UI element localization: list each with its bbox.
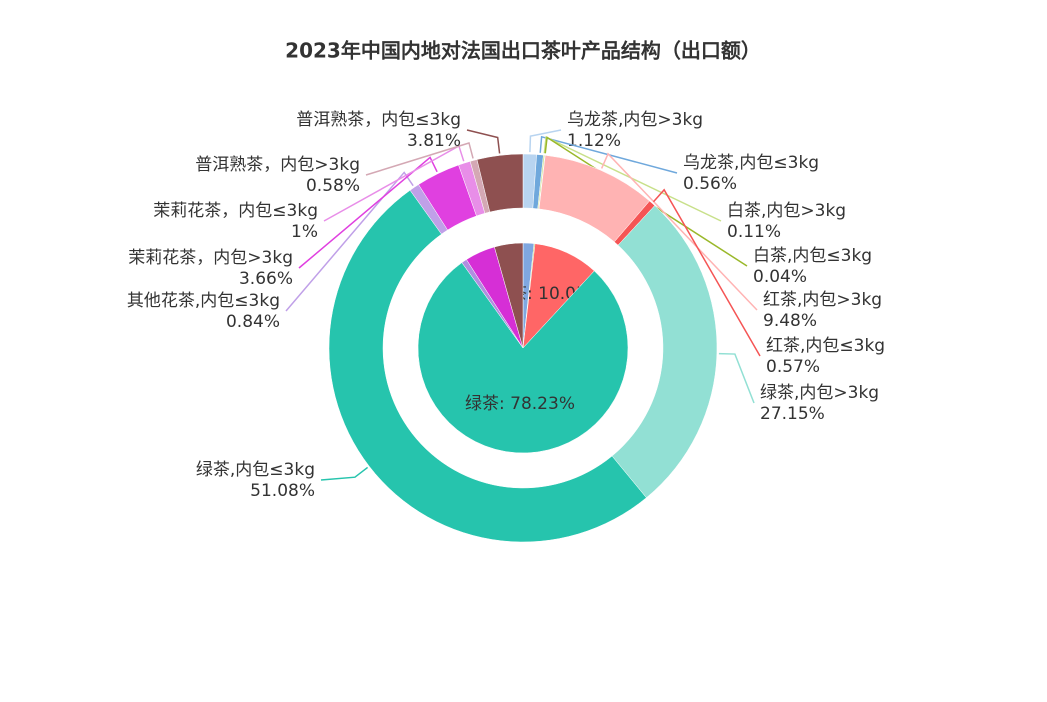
slice-value-label: 0.57% <box>766 357 820 377</box>
slice-label: 茉莉花茶，内包≤3kg <box>153 201 318 221</box>
leader-line <box>539 135 678 174</box>
slice-value-label: 3.66% <box>239 269 293 289</box>
slice-label: 乌龙茶,内包>3kg <box>567 110 703 130</box>
leader-line <box>600 152 758 311</box>
leader-line <box>544 136 748 267</box>
slice-label: 普洱熟茶，内包≤3kg <box>296 109 461 130</box>
slice-label: 红茶,内包>3kg <box>763 290 882 310</box>
slice-value-label: 9.48% <box>763 311 817 331</box>
slice-label: 绿茶,内包>3kg <box>760 383 879 403</box>
slice-label: 普洱熟茶，内包>3kg <box>195 154 360 175</box>
leader-line <box>652 188 761 357</box>
slice-label: 绿茶,内包≤3kg <box>196 460 315 480</box>
leader-line <box>365 142 474 176</box>
leader-line <box>543 136 722 222</box>
slice-value-label: 0.84% <box>226 312 280 332</box>
leader-line <box>529 129 562 153</box>
pie-slice <box>417 262 629 454</box>
slice-value-label: 27.15% <box>760 404 825 424</box>
pie-slice <box>476 153 524 213</box>
slice-label: 白茶,内包≤3kg <box>753 246 872 266</box>
slice-label: 红茶,内包≤3kg <box>766 336 885 356</box>
slice-value-label: 0.56% <box>683 174 737 194</box>
slice-label: 其他花茶,内包≤3kg <box>127 291 280 311</box>
leader-line <box>298 156 438 269</box>
leader-line <box>320 466 369 481</box>
slice-value-label: 51.08% <box>250 481 315 501</box>
leader-line <box>466 129 501 154</box>
slice-value-label: 0.58% <box>306 176 360 196</box>
slice-label: 茉莉花茶，内包>3kg <box>128 248 293 268</box>
chart-title: 2023年中国内地对法国出口茶叶产品结构（出口额） <box>285 39 761 63</box>
slice-value-label: 绿茶: 78.23% <box>465 394 575 414</box>
slice-value-label: 3.81% <box>407 131 461 151</box>
leader-line <box>718 352 755 404</box>
slice-value-label: 0.11% <box>727 222 781 242</box>
slice-value-label: 1.12% <box>567 131 621 151</box>
pie-slice <box>494 242 524 349</box>
slice-label: 白茶,内包>3kg <box>727 201 846 221</box>
slice-label: 乌龙茶,内包≤3kg <box>683 153 819 173</box>
slice-value-label: 1% <box>291 222 318 242</box>
slice-value-label: 0.04% <box>753 267 807 287</box>
pie-slice <box>611 205 718 499</box>
pie-slice <box>328 189 647 543</box>
leader-line <box>285 171 414 312</box>
